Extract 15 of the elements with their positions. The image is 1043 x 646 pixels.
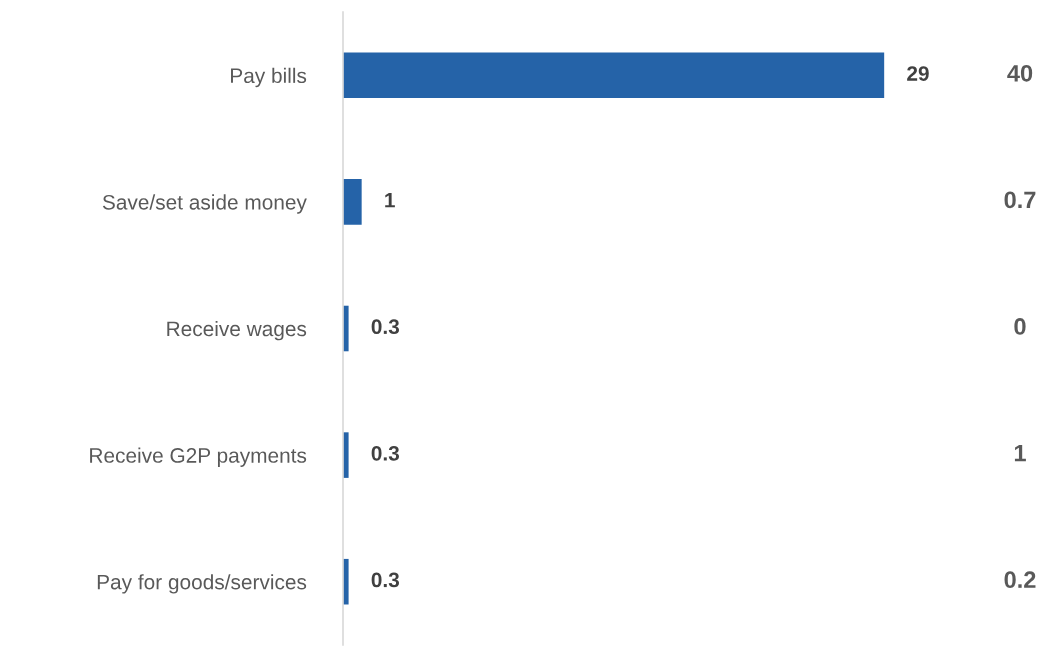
y-tick-label: Save/set aside money [102,194,307,214]
data-label: 1 [385,192,395,208]
y-tick-label: Receive G2P payments [90,447,307,467]
text: 0.2 [1004,571,1036,589]
data-label: 0.3 [371,319,400,335]
text: 0.7 [1004,191,1036,209]
y-tick-label: Pay for goods/services [97,574,307,594]
data-label: 29 [907,66,929,81]
text: 40 [1007,64,1033,82]
y-tick-label: Pay bills [231,67,307,88]
text: 0 [1014,318,1026,335]
data-label: 0.3 [371,572,400,588]
y-tick-label: Receive wages [167,320,307,341]
data-label: 0.3 [371,445,400,461]
text: 1 [1014,444,1026,462]
